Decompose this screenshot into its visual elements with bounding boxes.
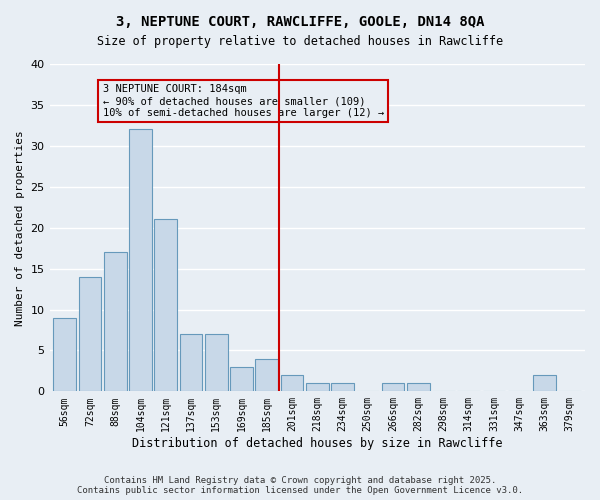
- Text: 3 NEPTUNE COURT: 184sqm
← 90% of detached houses are smaller (109)
10% of semi-d: 3 NEPTUNE COURT: 184sqm ← 90% of detache…: [103, 84, 384, 117]
- Bar: [79, 277, 101, 392]
- Bar: [407, 383, 430, 392]
- Text: 3, NEPTUNE COURT, RAWCLIFFE, GOOLE, DN14 8QA: 3, NEPTUNE COURT, RAWCLIFFE, GOOLE, DN14…: [116, 15, 484, 29]
- Y-axis label: Number of detached properties: Number of detached properties: [15, 130, 25, 326]
- Bar: [53, 318, 76, 392]
- Bar: [256, 358, 278, 392]
- Bar: [179, 334, 202, 392]
- Bar: [306, 383, 329, 392]
- Text: Contains HM Land Registry data © Crown copyright and database right 2025.
Contai: Contains HM Land Registry data © Crown c…: [77, 476, 523, 495]
- Bar: [205, 334, 227, 392]
- Bar: [331, 383, 354, 392]
- Bar: [382, 383, 404, 392]
- Bar: [533, 375, 556, 392]
- Bar: [104, 252, 127, 392]
- Text: Size of property relative to detached houses in Rawcliffe: Size of property relative to detached ho…: [97, 35, 503, 48]
- Bar: [154, 220, 177, 392]
- Bar: [129, 130, 152, 392]
- X-axis label: Distribution of detached houses by size in Rawcliffe: Distribution of detached houses by size …: [132, 437, 503, 450]
- Bar: [230, 367, 253, 392]
- Bar: [281, 375, 304, 392]
